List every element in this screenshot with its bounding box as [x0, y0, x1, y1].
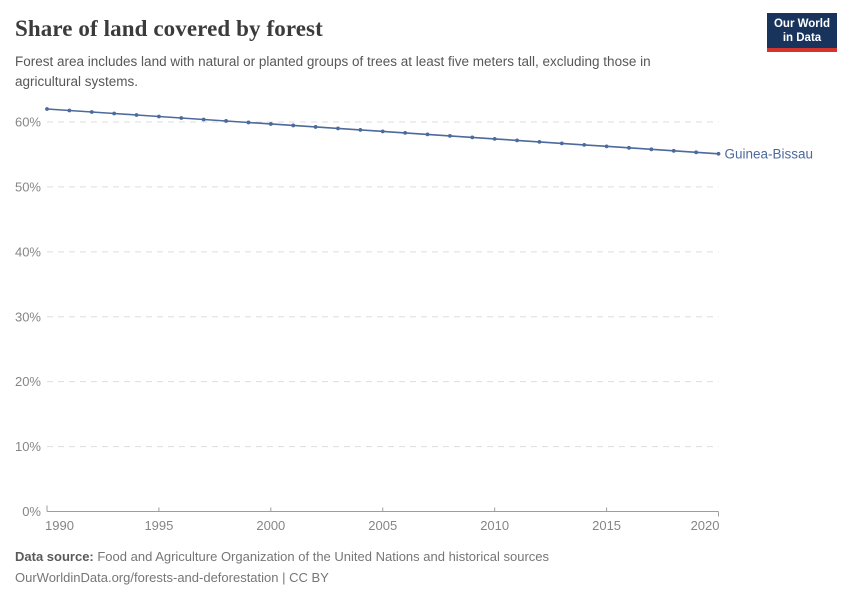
y-tick-label-40: 40%	[15, 244, 41, 259]
y-tick-label-0: 0%	[22, 504, 41, 519]
data-point-2002[interactable]	[313, 125, 318, 129]
data-point-1996[interactable]	[179, 116, 184, 120]
data-point-2020[interactable]	[716, 151, 721, 156]
data-point-2012[interactable]	[537, 139, 542, 144]
owid-logo-box: Our World in Data	[767, 13, 837, 48]
datasource-text: Food and Agriculture Organization of the…	[93, 549, 550, 564]
x-tick-label-2020: 2020	[691, 518, 720, 533]
x-tick-label-1995: 1995	[144, 518, 173, 533]
x-tick-label-1990: 1990	[45, 518, 74, 533]
data-point-2015[interactable]	[604, 144, 609, 149]
data-point-2013[interactable]	[559, 141, 564, 146]
owid-logo-line1: Our World	[773, 18, 830, 30]
x-tick-label-2000: 2000	[256, 518, 285, 533]
y-tick-label-60: 60%	[15, 115, 41, 130]
series-label-guinea-bissau: Guinea-Bissau	[725, 146, 814, 161]
data-point-1990[interactable]	[45, 107, 49, 111]
owid-url-link[interactable]: OurWorldinData.org/forests-and-deforesta…	[15, 570, 279, 585]
data-point-1998[interactable]	[224, 119, 228, 123]
y-tick-label-10: 10%	[15, 439, 41, 454]
owid-logo-red-bar	[767, 48, 837, 52]
data-point-2017[interactable]	[649, 147, 654, 152]
footer: Data source: Food and Agriculture Organi…	[15, 546, 549, 588]
data-point-2003[interactable]	[336, 126, 340, 131]
data-point-1995[interactable]	[157, 114, 161, 119]
owid-logo-line2: in Data	[782, 32, 822, 44]
data-point-1999[interactable]	[246, 120, 251, 125]
data-point-2018[interactable]	[671, 148, 676, 153]
data-point-1997[interactable]	[201, 117, 206, 122]
data-point-2011[interactable]	[515, 138, 519, 143]
y-tick-label-30: 30%	[15, 309, 41, 324]
chart-subtitle: Forest area includes land with natural o…	[15, 54, 651, 89]
data-point-1993[interactable]	[112, 111, 117, 116]
data-point-2014[interactable]	[582, 142, 587, 147]
data-point-2009[interactable]	[470, 135, 475, 140]
data-point-2001[interactable]	[291, 123, 296, 128]
data-point-2007[interactable]	[425, 132, 430, 137]
data-point-2016[interactable]	[627, 145, 631, 150]
data-point-2004[interactable]	[358, 128, 363, 132]
data-point-2005[interactable]	[380, 129, 385, 134]
x-tick-label-2010: 2010	[480, 518, 509, 533]
data-point-2019[interactable]	[694, 150, 699, 155]
data-point-2006[interactable]	[403, 131, 408, 135]
data-point-2000[interactable]	[268, 122, 273, 126]
data-point-2008[interactable]	[448, 133, 452, 138]
page-title: Share of land covered by forest	[15, 16, 323, 41]
y-tick-label-20: 20%	[15, 374, 41, 389]
license-text: | CC BY	[278, 570, 329, 585]
license-line: OurWorldinData.org/forests-and-deforesta…	[15, 567, 549, 588]
data-point-1994[interactable]	[134, 113, 139, 117]
data-point-1991[interactable]	[67, 108, 72, 113]
x-tick-label-2005: 2005	[368, 518, 397, 533]
x-tick-label-2015: 2015	[592, 518, 621, 533]
y-tick-label-50: 50%	[15, 179, 41, 194]
data-point-2010[interactable]	[492, 136, 497, 141]
data-point-1992[interactable]	[89, 110, 94, 114]
datasource-line: Data source: Food and Agriculture Organi…	[15, 546, 549, 567]
datasource-label: Data source:	[15, 549, 94, 564]
owid-logo[interactable]: Our World in Data	[767, 13, 837, 52]
